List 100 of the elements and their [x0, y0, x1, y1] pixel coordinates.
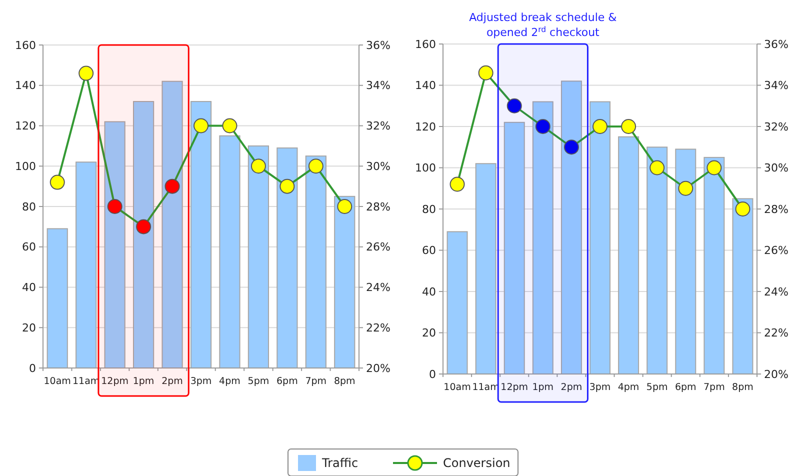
x-tick-label: 1pm	[132, 376, 154, 387]
x-tick-label: 5pm	[248, 376, 270, 387]
y2-tick-label: 28%	[366, 200, 390, 214]
point	[50, 174, 65, 190]
bar	[475, 163, 496, 374]
y2-tick-label: 20%	[764, 368, 788, 381]
y-tick-label: 60	[22, 240, 36, 254]
y2-tick-label: 24%	[764, 285, 788, 298]
y-tick-label: 40	[22, 281, 36, 294]
point	[308, 158, 324, 174]
x-tick-label: 12pm	[500, 382, 528, 393]
bar	[560, 80, 582, 374]
y-tick-label: 160	[15, 38, 36, 52]
x-tick-label: 6pm	[674, 382, 696, 393]
point	[164, 178, 180, 194]
y-tick-label: 120	[415, 120, 436, 134]
point	[78, 66, 94, 81]
legend-label: Traffic	[321, 456, 358, 470]
point	[621, 119, 636, 134]
x-tick-label: 7pm	[305, 376, 327, 387]
point	[650, 160, 665, 176]
y-tick-label: 20	[22, 321, 36, 334]
bar	[190, 101, 212, 368]
point	[450, 176, 465, 192]
y2-tick-label: 22%	[366, 321, 390, 334]
point	[706, 160, 722, 176]
y-tick-label: 80	[22, 200, 36, 214]
point	[735, 202, 750, 216]
bar	[219, 135, 240, 368]
point	[337, 199, 352, 214]
band-label: Adjusted break schedule & opened 2$^{rd}$ checkout	[469, 11, 618, 39]
point	[678, 180, 694, 196]
bar	[618, 136, 640, 374]
y2-tick-label: 24%	[366, 281, 390, 294]
legend-label: Conversion	[443, 456, 510, 470]
x-tick-label: 10am	[44, 376, 71, 387]
bar	[162, 80, 183, 368]
point	[478, 65, 494, 80]
y2-tick-label: 36%	[764, 38, 788, 51]
x-tick-label: 3pm	[190, 376, 212, 387]
y-tick-label: 100	[15, 160, 36, 173]
bar	[504, 122, 525, 374]
y-tick-label: 40	[422, 285, 436, 298]
bar	[704, 156, 725, 374]
y2-tick-label: 28%	[764, 202, 788, 216]
x-tick-label: 1pm	[532, 382, 554, 393]
y2-tick-label: 34%	[764, 79, 788, 92]
x-tick-label: 12pm	[101, 376, 129, 387]
point	[564, 140, 579, 155]
x-tick-label: 2pm	[560, 382, 582, 393]
bar	[276, 147, 298, 368]
y2-tick-label: 30%	[366, 160, 390, 173]
y-tick-label: 140	[415, 79, 436, 92]
y-tick-label: 0	[29, 362, 36, 375]
y2-tick-label: 20%	[366, 362, 390, 375]
bar	[76, 162, 97, 368]
bar	[46, 228, 68, 368]
bar	[305, 156, 326, 368]
point	[107, 199, 122, 214]
bar	[532, 101, 554, 374]
bar	[248, 145, 270, 368]
point	[535, 119, 550, 134]
x-tick-label: 3pm	[589, 382, 611, 393]
y-tick-label: 120	[15, 120, 36, 133]
point	[280, 178, 295, 194]
point	[136, 219, 152, 234]
y-tick-label: 60	[422, 244, 436, 258]
x-tick-label: 8pm	[732, 382, 754, 393]
bar	[334, 196, 356, 368]
point	[250, 158, 266, 174]
point	[506, 98, 522, 114]
x-tick-label: 5pm	[646, 382, 668, 393]
bar	[675, 148, 696, 374]
y-tick-label: 140	[15, 79, 36, 92]
y-tick-label: 0	[429, 368, 436, 381]
y2-tick-label: 32%	[764, 120, 788, 134]
y2-tick-label: 22%	[764, 326, 788, 340]
x-tick-label: 8pm	[334, 376, 356, 387]
x-tick-label: 6pm	[276, 376, 298, 387]
x-tick-label: 10am	[444, 382, 471, 393]
bar	[104, 121, 126, 368]
y2-tick-label: 30%	[764, 162, 788, 175]
y-tick-label: 80	[422, 202, 436, 216]
bar	[590, 101, 610, 374]
x-tick-label: 4pm	[219, 376, 240, 387]
bar	[646, 146, 668, 374]
y-tick-label: 20	[422, 326, 436, 340]
point	[592, 119, 608, 134]
y2-tick-label: 26%	[366, 240, 390, 254]
point	[194, 118, 208, 134]
x-tick-label: 4pm	[618, 382, 640, 393]
x-tick-label: 2pm	[162, 376, 183, 387]
y2-tick-label: 26%	[764, 244, 788, 258]
y-tick-label: 160	[415, 38, 436, 51]
point	[222, 118, 238, 134]
bar	[732, 198, 754, 374]
bar	[132, 101, 154, 368]
y-tick-label: 100	[415, 162, 436, 175]
y2-tick-label: 32%	[366, 120, 390, 133]
y2-tick-label: 36%	[366, 38, 390, 52]
